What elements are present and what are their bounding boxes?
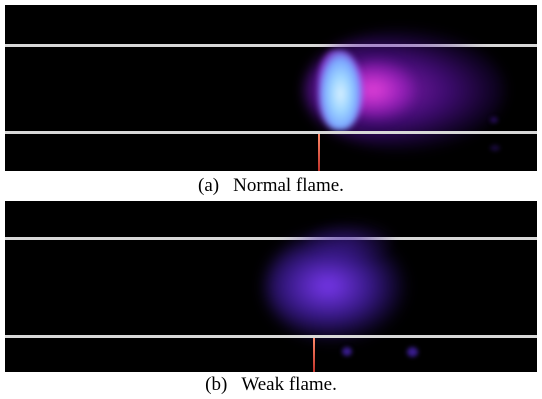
caption-tag: (a)	[198, 175, 220, 196]
light-speck	[490, 117, 498, 123]
caption-text: Normal flame.	[233, 175, 344, 196]
light-speck	[342, 347, 352, 356]
light-speck	[407, 347, 418, 357]
lower-guide-line	[5, 131, 537, 134]
weak-flame-image	[5, 201, 537, 372]
normal-flame-image	[5, 5, 537, 171]
probe-wire	[313, 338, 315, 372]
upper-guide-line	[5, 237, 537, 240]
lower-guide-line	[5, 335, 537, 338]
normal-flame-core	[318, 50, 363, 130]
probe-wire	[318, 134, 320, 171]
light-speck	[490, 145, 500, 151]
caption-text: Weak flame.	[241, 374, 337, 395]
weak-flame-glow	[265, 231, 405, 341]
caption-weak-flame: (b) Weak flame.	[0, 374, 542, 396]
caption-normal-flame: (a) Normal flame.	[0, 175, 542, 197]
caption-tag: (b)	[205, 374, 228, 395]
upper-guide-line	[5, 44, 537, 47]
